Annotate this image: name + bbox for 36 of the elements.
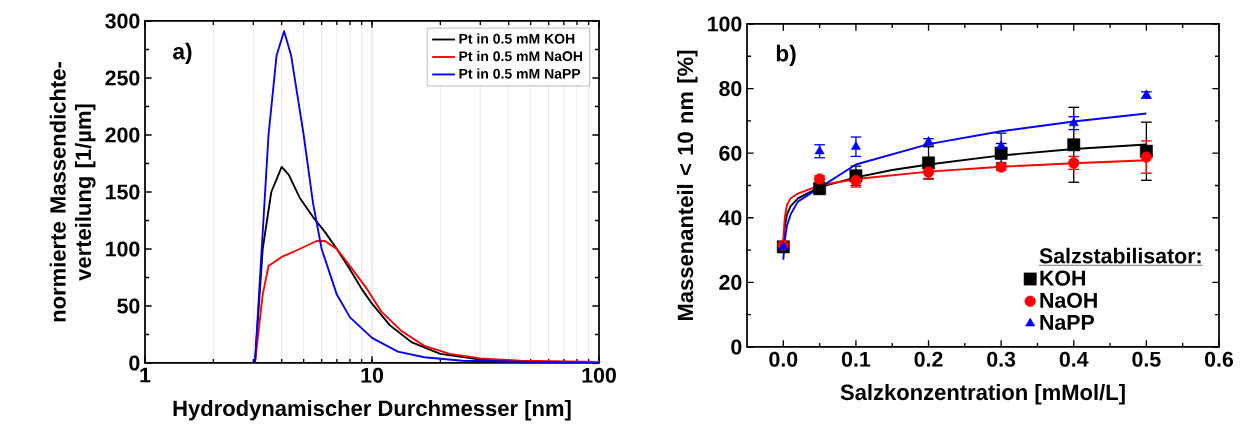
- x-tick-label: 0.3: [987, 351, 1016, 367]
- y-tick-label: 20: [719, 274, 742, 290]
- y-tick-label: 0: [731, 339, 742, 355]
- y-tick-label: 150: [106, 184, 140, 200]
- annotation: a): [173, 42, 192, 64]
- y-axis-title: Massenanteil < 10 nm [%]: [677, 50, 698, 321]
- y-tick-label: 100: [106, 241, 140, 257]
- x-tick-label: 0.5: [1132, 351, 1161, 367]
- x-tick-label: 0.2: [914, 351, 943, 367]
- x-tick-label: 1: [140, 367, 151, 383]
- x-tick-label: 0.4: [1059, 351, 1089, 367]
- legend-label: NaOH: [1040, 292, 1097, 308]
- legend-label: Pt in 0.5 mM NaPP: [459, 68, 581, 79]
- y-tick-label: 40: [718, 210, 742, 226]
- y-tick-label: 100: [708, 16, 742, 32]
- y-tick-label: 60: [719, 145, 742, 161]
- x-tick-label: 10: [361, 367, 383, 383]
- y-tick-label: 200: [105, 127, 140, 143]
- legend-label: NaPP: [1040, 315, 1094, 330]
- legend-title: Salzstabilisator:: [1039, 247, 1201, 264]
- annotation: b): [776, 44, 796, 66]
- y-tick-label: 0: [129, 355, 140, 371]
- x-axis-title: Salzkonzentration [mMol/L]: [840, 383, 1125, 405]
- y-tick-label: 80: [719, 81, 742, 97]
- x-axis-title: Hydrodynamischer Durchmesser [nm]: [173, 399, 571, 421]
- legend-label: KOH: [1040, 270, 1085, 286]
- x-tick-label: 0.1: [841, 351, 871, 367]
- y-tick-label: 250: [105, 70, 140, 86]
- x-tick-label: 100: [582, 367, 616, 383]
- y-axis-title: normierte Massendichte-verteilung [1/µm]: [49, 62, 96, 322]
- y-tick-label: 50: [117, 298, 140, 314]
- legend-label: Pt in 0.5 mM NaOH: [459, 50, 583, 62]
- y-tick-label: 300: [105, 13, 140, 29]
- x-tick-label: 0.0: [769, 351, 798, 367]
- x-tick-label: 0.6: [1204, 351, 1234, 367]
- legend-label: Pt in 0.5 mM KOH: [459, 33, 575, 44]
